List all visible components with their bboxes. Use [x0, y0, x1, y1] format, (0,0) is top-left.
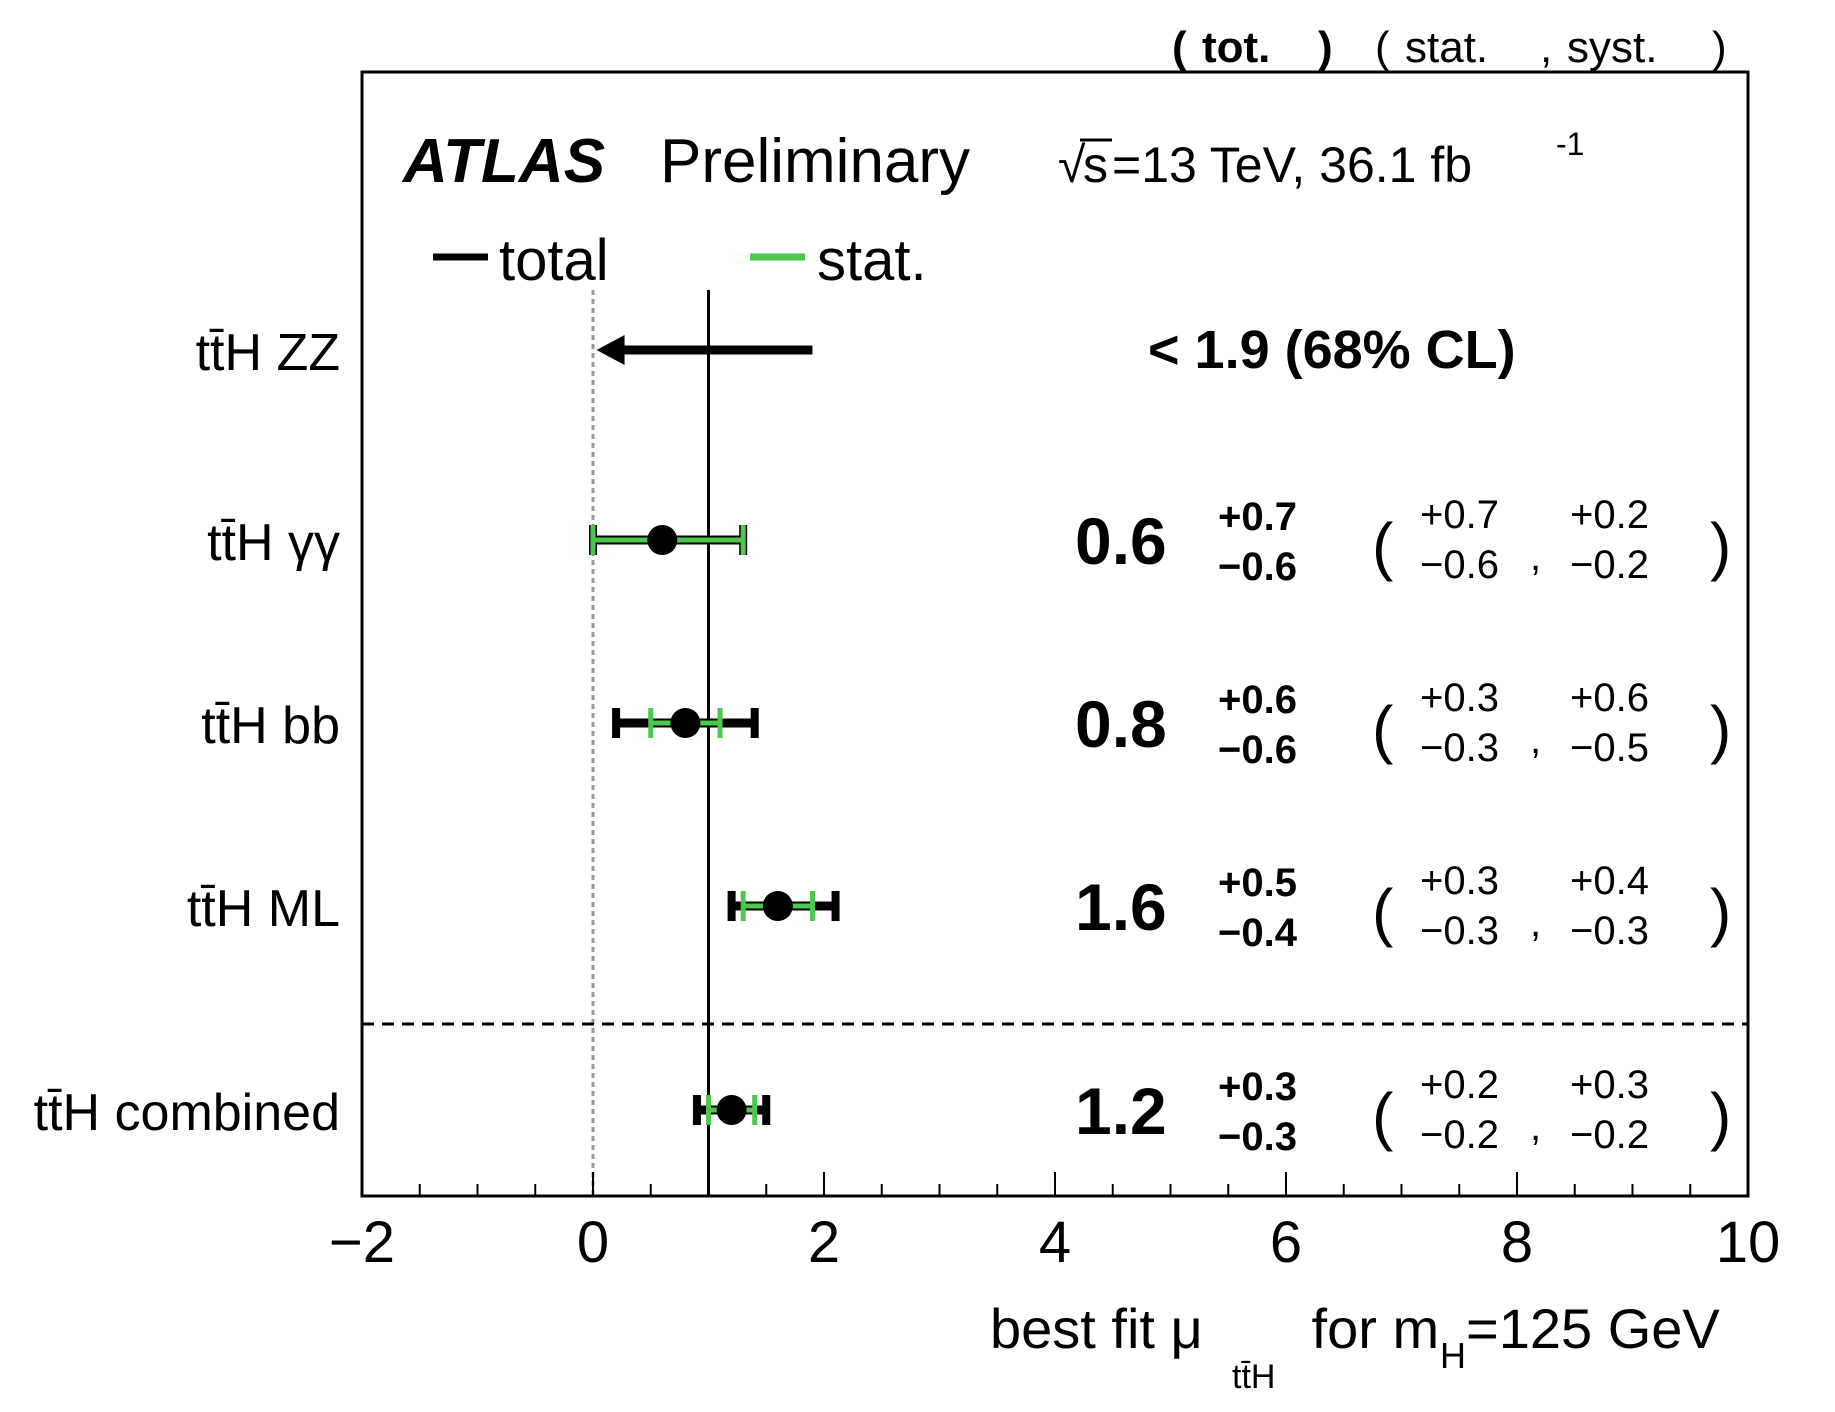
paren-close: ): [1710, 876, 1731, 948]
stat-down-text: −0.6: [1420, 543, 1499, 587]
central-value-marker: [647, 525, 678, 555]
header-tot-label: tot.: [1202, 23, 1270, 72]
comma-text: ,: [1530, 718, 1541, 762]
syst-down-text: −0.2: [1570, 543, 1649, 587]
header-tot-close: ): [1318, 23, 1333, 72]
x-axis-tick-label: 4: [1039, 1210, 1071, 1275]
header-stat-label: stat.: [1405, 23, 1488, 72]
x-axis-tick-label: 2: [808, 1210, 840, 1275]
legend-stat-label: stat.: [817, 228, 927, 293]
stat-up-text: +0.3: [1420, 676, 1499, 720]
measurement-row: tt̄H ML 1.6 +0.5 −0.4 ( +0.3 −0.3 , +0.4 −0.3): [187, 859, 1731, 955]
upper-limit-text: < 1.9 (68% CL): [1148, 320, 1516, 380]
x-axis-title-mid: for m: [1296, 1297, 1439, 1360]
stat-down-text: −0.3: [1420, 726, 1499, 770]
syst-up-text: +0.6: [1570, 676, 1649, 720]
row-label: tt̄H ML: [187, 880, 340, 938]
x-axis-title-pre: best fit μ: [990, 1297, 1203, 1360]
total-up-text: +0.3: [1218, 1065, 1297, 1109]
x-axis-tick-label: 6: [1270, 1210, 1302, 1275]
value-text: 1.6: [1075, 870, 1167, 944]
header-stat-syst-open: (: [1375, 23, 1390, 72]
syst-up-text: +0.3: [1570, 1063, 1649, 1107]
paren-open: (: [1372, 876, 1393, 948]
paren-open: (: [1372, 693, 1393, 765]
x-axis-tick-label: 0: [577, 1210, 609, 1275]
comma-text: ,: [1530, 1105, 1541, 1149]
row-label: tt̄H combined: [34, 1084, 340, 1142]
header-stat-syst-close: ): [1712, 23, 1727, 72]
paren-open: (: [1372, 510, 1393, 582]
total-down-text: −0.6: [1218, 545, 1297, 589]
syst-down-text: −0.2: [1570, 1113, 1649, 1157]
row-label: tt̄H ZZ: [196, 324, 340, 382]
column-header: ( tot. ) ( stat. , syst. ): [1172, 23, 1727, 72]
x-axis-title: best fit μ tt̄H for m H =125 GeV: [990, 1297, 1720, 1396]
x-axis-title-sub2: H: [1440, 1335, 1466, 1376]
x-axis-tick-label: −2: [329, 1210, 395, 1275]
lumi-label: √ s =13 TeV, 36.1 fb -1: [1058, 126, 1584, 193]
measurement-rows: tt̄H ZZ < 1.9 (68% CL) tt̄H γγ 0.6 +0.7 −0.6 (…: [34, 320, 1732, 1159]
stat-up-text: +0.2: [1420, 1063, 1499, 1107]
total-down-text: −0.3: [1218, 1115, 1297, 1159]
syst-down-text: −0.5: [1570, 726, 1649, 770]
header-tot-open: (: [1172, 23, 1187, 72]
x-axis: −2 0 2 4 6 8 10: [329, 1172, 1780, 1275]
measurement-row: tt̄H bb 0.8 +0.6 −0.6 ( +0.3 −0.3 , +0.6 −0.5): [201, 676, 1731, 772]
total-up-text: +0.7: [1218, 495, 1297, 539]
experiment-label: ATLAS: [401, 127, 605, 196]
legend: total stat.: [433, 228, 927, 293]
value-text: 0.8: [1075, 687, 1167, 761]
syst-up-text: +0.2: [1570, 493, 1649, 537]
measurement-row: tt̄H combined 1.2 +0.3 −0.3 ( +0.2 −0.2 , +0.3 −0…: [34, 1063, 1732, 1159]
stat-up-text: +0.3: [1420, 859, 1499, 903]
paren-close: ): [1710, 693, 1731, 765]
stat-up-text: +0.7: [1420, 493, 1499, 537]
row-label: tt̄H γγ: [207, 514, 340, 572]
central-value-marker: [670, 708, 701, 738]
lumi-sup: -1: [1556, 126, 1584, 162]
row-label: tt̄H bb: [201, 697, 340, 755]
lumi-sqrt: √: [1058, 137, 1086, 193]
header-comma: ,: [1540, 23, 1552, 72]
status-label: Preliminary: [660, 127, 970, 196]
total-up-text: +0.5: [1218, 861, 1297, 905]
comma-text: ,: [1530, 535, 1541, 579]
central-value-marker: [716, 1095, 747, 1125]
value-text: 1.2: [1075, 1074, 1167, 1148]
total-up-text: +0.6: [1218, 678, 1297, 722]
header-syst-label: syst.: [1567, 23, 1657, 72]
measurement-row: tt̄H ZZ < 1.9 (68% CL): [196, 320, 1516, 382]
x-axis-tick-label: 8: [1501, 1210, 1533, 1275]
stat-down-text: −0.3: [1420, 909, 1499, 953]
stat-down-text: −0.2: [1420, 1113, 1499, 1157]
x-axis-title-sub: tt̄H: [1232, 1358, 1275, 1396]
lumi-s: s: [1083, 137, 1108, 193]
comma-text: ,: [1530, 901, 1541, 945]
paren-close: ): [1710, 510, 1731, 582]
paren-close: ): [1710, 1080, 1731, 1152]
measurement-row: tt̄H γγ 0.6 +0.7 −0.6 ( +0.7 −0.6 , +0.2 −0.2): [207, 493, 1731, 589]
syst-down-text: −0.3: [1570, 909, 1649, 953]
x-axis-title-post: =125 GeV: [1466, 1297, 1720, 1360]
total-down-text: −0.4: [1218, 911, 1298, 955]
total-down-text: −0.6: [1218, 728, 1297, 772]
central-value-marker: [762, 891, 793, 921]
syst-up-text: +0.4: [1570, 859, 1649, 903]
x-axis-tick-label: 10: [1716, 1210, 1781, 1275]
value-text: 0.6: [1075, 504, 1167, 578]
upper-limit-arrow: [596, 335, 625, 365]
lumi-text: =13 TeV, 36.1 fb: [1112, 137, 1472, 193]
paren-open: (: [1372, 1080, 1393, 1152]
legend-total-label: total: [499, 228, 609, 293]
